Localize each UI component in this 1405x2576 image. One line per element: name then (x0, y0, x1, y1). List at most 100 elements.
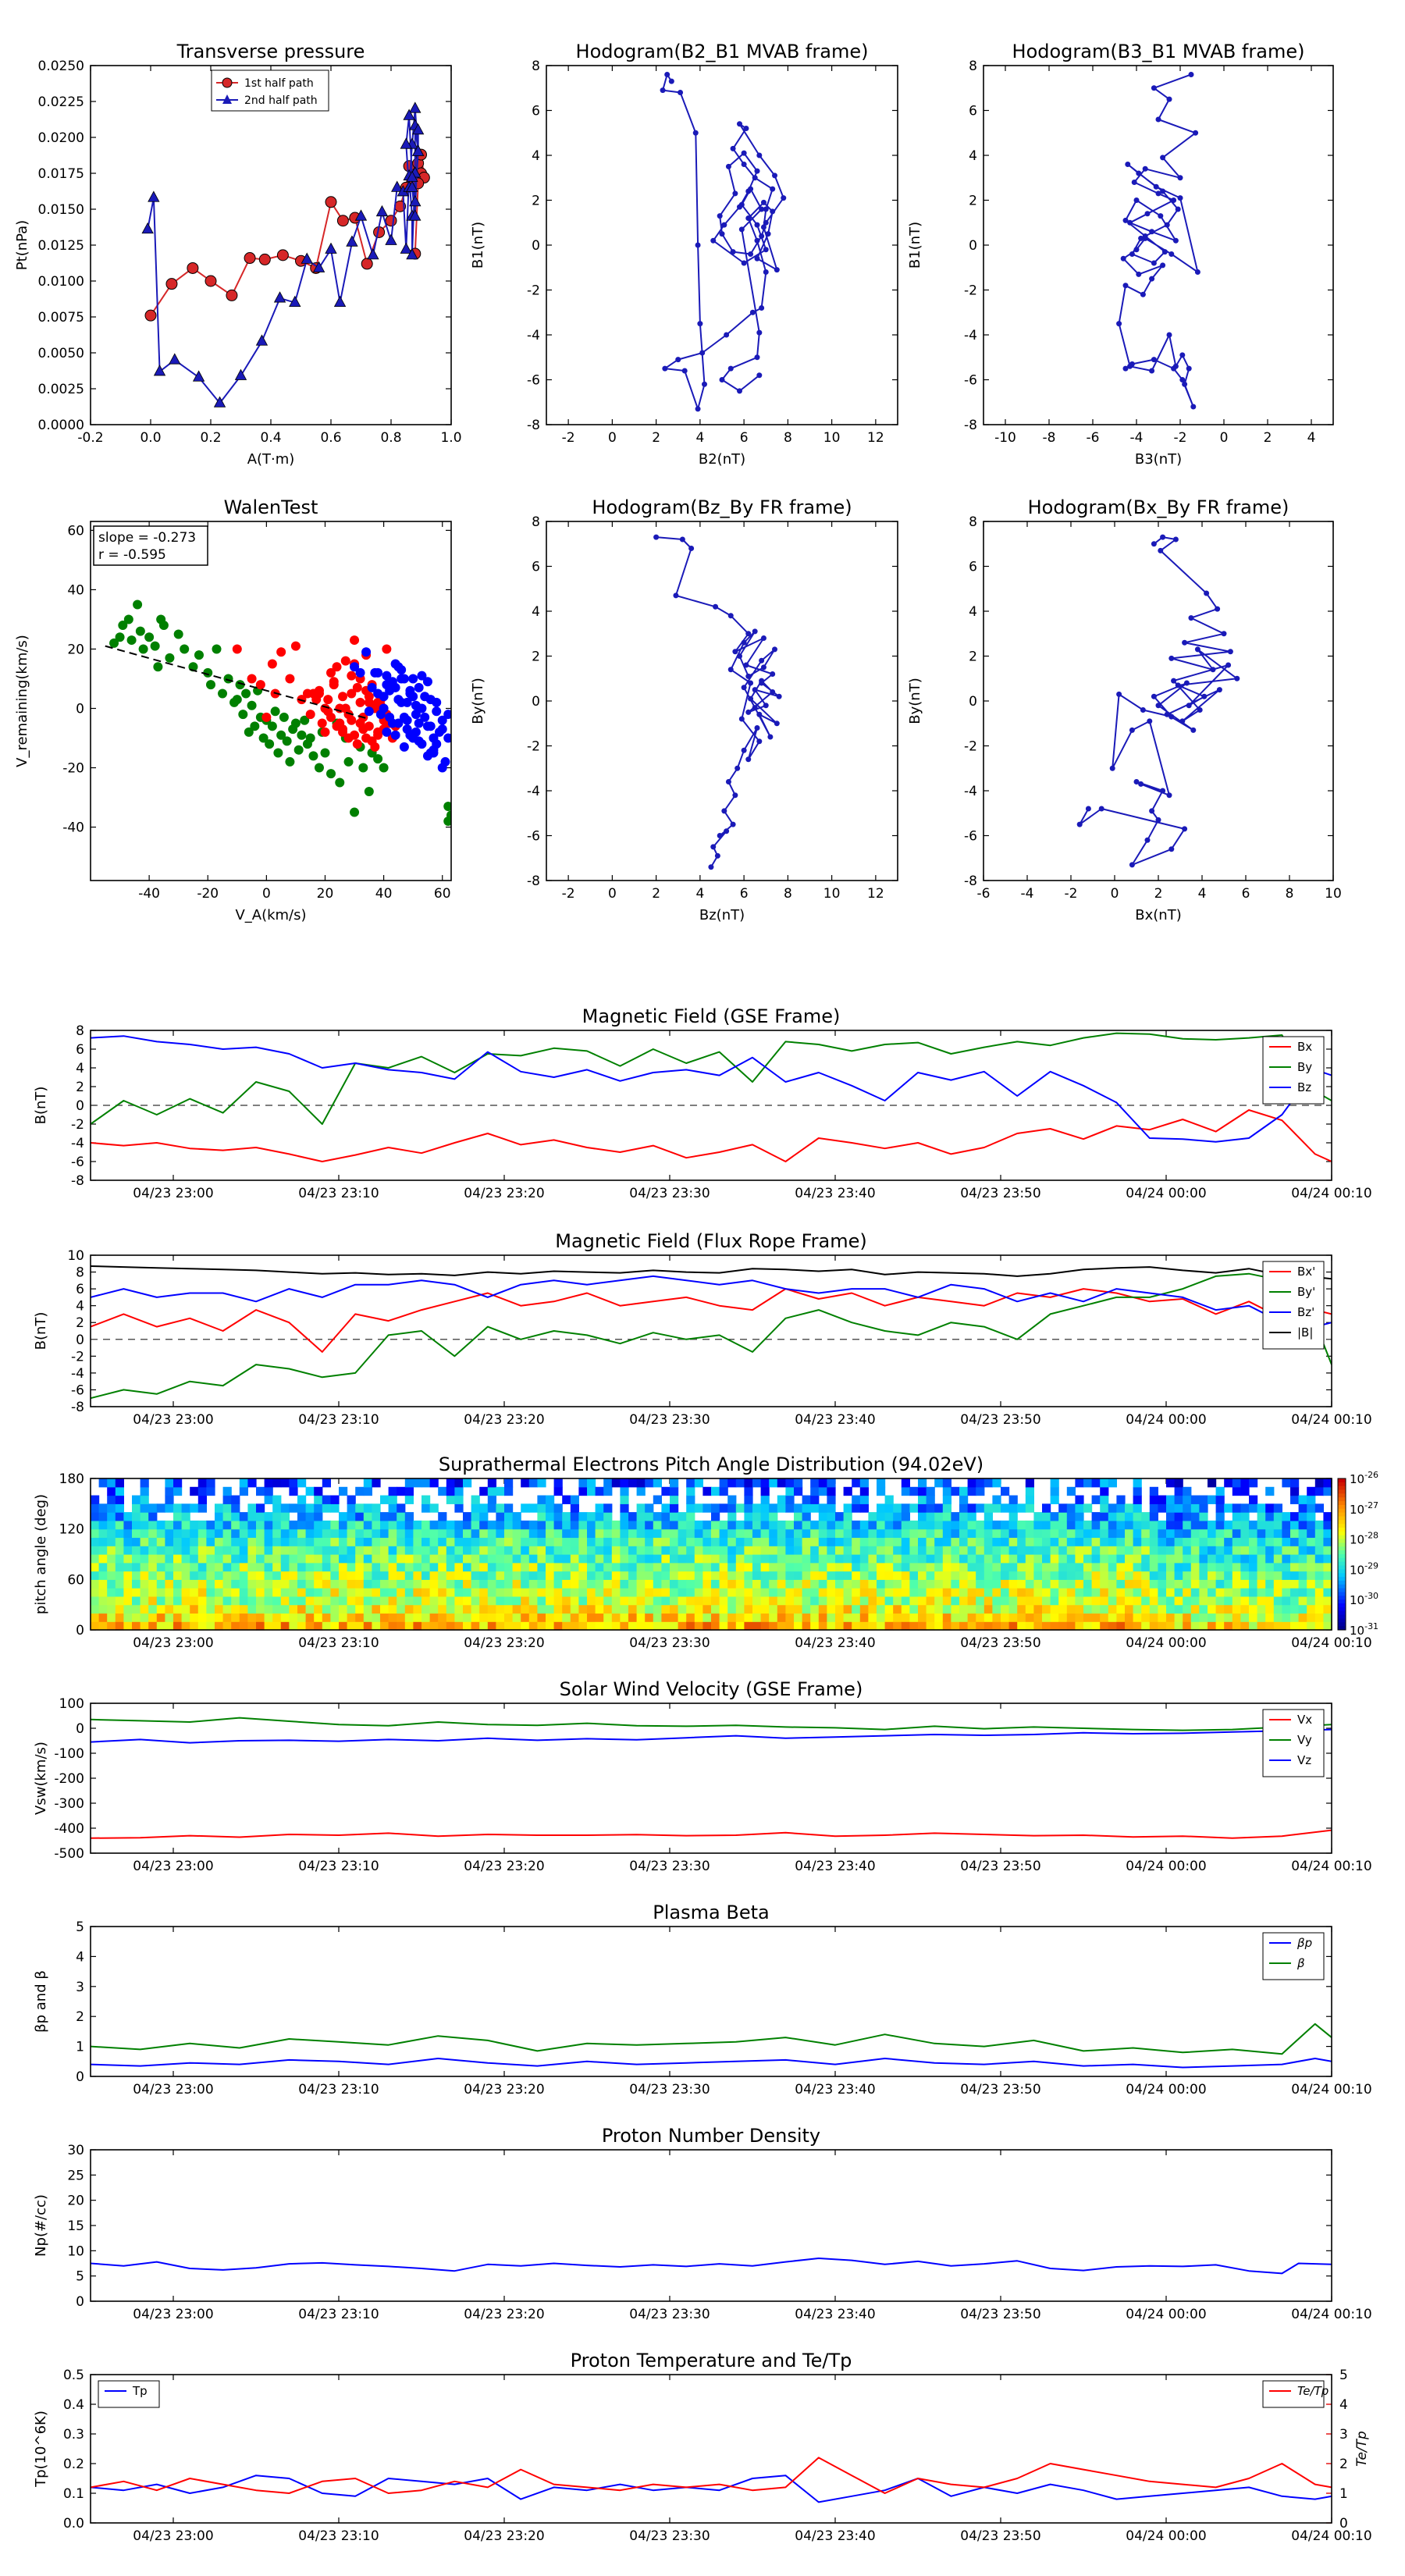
heatmap-cell (1166, 1537, 1176, 1546)
data-point (361, 258, 373, 270)
heatmap-cell (603, 1528, 613, 1539)
heatmap-cell (355, 1604, 365, 1614)
heatmap-cell (1025, 1588, 1034, 1597)
heatmap-cell (744, 1621, 753, 1631)
heatmap-cell (1100, 1528, 1109, 1539)
heatmap-cell (512, 1621, 521, 1631)
heatmap-cell (91, 1571, 100, 1580)
heatmap-cell (429, 1520, 439, 1530)
heatmap-cell (1017, 1588, 1026, 1597)
heatmap-cell (1199, 1537, 1208, 1546)
heatmap-cell (744, 1528, 753, 1539)
heatmap-cell (1116, 1495, 1126, 1504)
heatmap-cell (1307, 1503, 1316, 1513)
heatmap-cell (918, 1528, 927, 1539)
heatmap-cell (1174, 1546, 1183, 1555)
heatmap-cell (992, 1621, 1001, 1631)
heatmap-cell (504, 1596, 514, 1606)
heatmap-cell (1133, 1478, 1142, 1488)
heatmap-cell (877, 1512, 886, 1521)
data-point (653, 534, 660, 540)
heatmap-cell (289, 1588, 298, 1597)
data-point (741, 162, 747, 167)
data-point (741, 260, 747, 266)
heatmap-cell (496, 1604, 505, 1614)
heatmap-cell (744, 1613, 753, 1622)
heatmap-cell (587, 1486, 596, 1496)
heatmap-cell (140, 1571, 149, 1580)
heatmap-cell (222, 1520, 232, 1530)
heatmap-cell (272, 1546, 282, 1555)
x-tick-label: 2 (652, 430, 660, 446)
heatmap-cell (711, 1537, 720, 1546)
heatmap-cell (794, 1537, 803, 1546)
heatmap-cell (951, 1486, 960, 1496)
heatmap-cell (1001, 1486, 1010, 1496)
data-point (708, 864, 714, 870)
heatmap-cell (339, 1613, 348, 1622)
chart-bgse: Magnetic Field (GSE Frame)04/23 23:00 04/… (33, 1005, 1372, 1201)
heatmap-cell (702, 1546, 712, 1555)
heatmap-cell (1273, 1621, 1282, 1631)
heatmap-cell (976, 1486, 985, 1496)
heatmap-cell (1083, 1604, 1093, 1614)
heatmap-cell (926, 1546, 935, 1555)
heatmap-cell (397, 1537, 406, 1546)
colorbar-segment (1338, 1596, 1346, 1600)
heatmap-cell (760, 1503, 770, 1513)
data-point (336, 215, 349, 227)
heatmap-cell (934, 1579, 944, 1589)
colorbar-exponent: -26 (1364, 1470, 1378, 1480)
heatmap-cell (339, 1562, 348, 1572)
heatmap-cell (926, 1520, 935, 1530)
heatmap-cell (1083, 1520, 1093, 1530)
heatmap-cell (429, 1579, 439, 1589)
heatmap-cell (926, 1495, 935, 1504)
data-point (721, 808, 727, 814)
heatmap-cell (181, 1528, 190, 1539)
colorbar-segment (1338, 1554, 1346, 1559)
heatmap-cell (1249, 1579, 1258, 1589)
data-point (1142, 235, 1148, 241)
heatmap-cell (553, 1588, 563, 1597)
heatmap-cell (893, 1571, 902, 1580)
heatmap-cell (810, 1537, 820, 1546)
heatmap-cell (951, 1520, 960, 1530)
colorbar-segment (1338, 1603, 1346, 1608)
heatmap-cell (1290, 1537, 1300, 1546)
x-tick-label: 04/23 23:50 (960, 1635, 1040, 1651)
heatmap-cell (181, 1554, 190, 1564)
heatmap-cell (339, 1571, 348, 1580)
heatmap-cell (1215, 1554, 1225, 1564)
heatmap-cell (967, 1520, 976, 1530)
heatmap-cell (197, 1571, 207, 1580)
heatmap-cell (1100, 1571, 1109, 1580)
data-point (1190, 404, 1197, 410)
heatmap-cell (884, 1621, 894, 1631)
heatmap-cell (1224, 1478, 1233, 1488)
heatmap-cell (197, 1588, 207, 1597)
heatmap-cell (413, 1528, 422, 1539)
heatmap-cell (553, 1546, 563, 1555)
heatmap-cell (595, 1537, 604, 1546)
heatmap-cell (190, 1520, 199, 1530)
heatmap-cell (1307, 1554, 1316, 1564)
heatmap-cell (645, 1520, 654, 1530)
heatmap-cell (760, 1486, 770, 1496)
heatmap-cell (636, 1571, 646, 1580)
plot-frame (90, 1926, 1332, 2077)
y-tick-label: 4 (76, 1299, 84, 1315)
heatmap-cell (653, 1528, 662, 1539)
heatmap-cell (620, 1503, 629, 1513)
heatmap-cell (1100, 1520, 1109, 1530)
heatmap-cell (785, 1571, 795, 1580)
data-point (370, 667, 380, 678)
heatmap-cell (670, 1571, 679, 1580)
heatmap-cell (504, 1503, 514, 1513)
heatmap-cell (976, 1613, 985, 1622)
heatmap-cell (1008, 1571, 1018, 1580)
legend-label: β (1297, 1956, 1305, 1970)
data-point (1227, 649, 1233, 655)
heatmap-cell (735, 1571, 745, 1580)
heatmap-cell (1215, 1495, 1225, 1504)
